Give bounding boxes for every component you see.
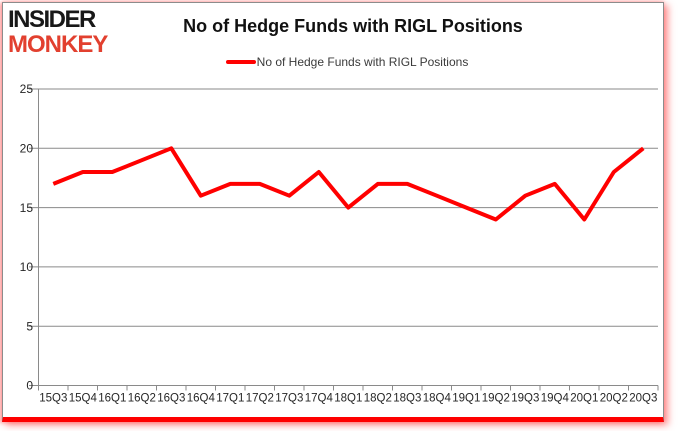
x-axis-label-19Q4: 19Q4 [541,393,570,405]
logo-word-insider: INSIDER [8,5,96,34]
x-axis-label-16Q2: 16Q2 [128,393,156,405]
chart-widget-frame: INSIDER MONKEY No of Hedge Funds with RI… [2,2,664,422]
x-axis-label-16Q3: 16Q3 [157,393,185,405]
x-axis-label-19Q2: 19Q2 [482,393,510,405]
x-axis-label-18Q3: 18Q3 [393,393,421,405]
y-axis-label-10: 10 [20,260,34,274]
y-axis-label-20: 20 [20,142,34,156]
x-axis-label-18Q1: 18Q1 [334,393,362,405]
legend: No of Hedge Funds with RIGL Positions [3,55,663,69]
x-axis-label-17Q4: 17Q4 [305,393,334,405]
insider-monkey-logo: INSIDER MONKEY [8,5,108,59]
legend-label: No of Hedge Funds with RIGL Positions [256,55,469,69]
x-axis-label-17Q1: 17Q1 [216,393,244,405]
title-row: No of Hedge Funds with RIGL Positions [3,16,663,37]
logo-word-monkey: MONKEY [8,30,108,59]
x-axis-label-17Q3: 17Q3 [275,393,303,405]
x-axis-label-15Q4: 15Q4 [69,393,98,405]
x-axis-label-17Q2: 17Q2 [246,393,274,405]
y-axis-label-0: 0 [26,379,33,393]
x-axis-label-20Q2: 20Q2 [600,393,628,405]
y-axis-label-5: 5 [26,319,33,333]
x-axis-label-15Q3: 15Q3 [39,393,67,405]
x-axis-label-18Q4: 18Q4 [423,393,452,405]
x-axis-label-20Q3: 20Q3 [629,393,657,405]
x-axis-label-19Q1: 19Q1 [452,393,480,405]
x-axis-label-20Q1: 20Q1 [570,393,598,405]
legend-line-swatch [225,60,256,64]
y-axis-label-25: 25 [20,82,34,96]
y-axis-label-15: 15 [20,201,34,215]
x-axis-label-19Q3: 19Q3 [511,393,539,405]
chart-title: No of Hedge Funds with RIGL Positions [183,16,523,36]
x-axis-label-16Q1: 16Q1 [98,393,126,405]
x-axis-label-18Q2: 18Q2 [364,393,392,405]
series-line [52,146,645,222]
x-axis-label-16Q4: 16Q4 [187,393,216,405]
